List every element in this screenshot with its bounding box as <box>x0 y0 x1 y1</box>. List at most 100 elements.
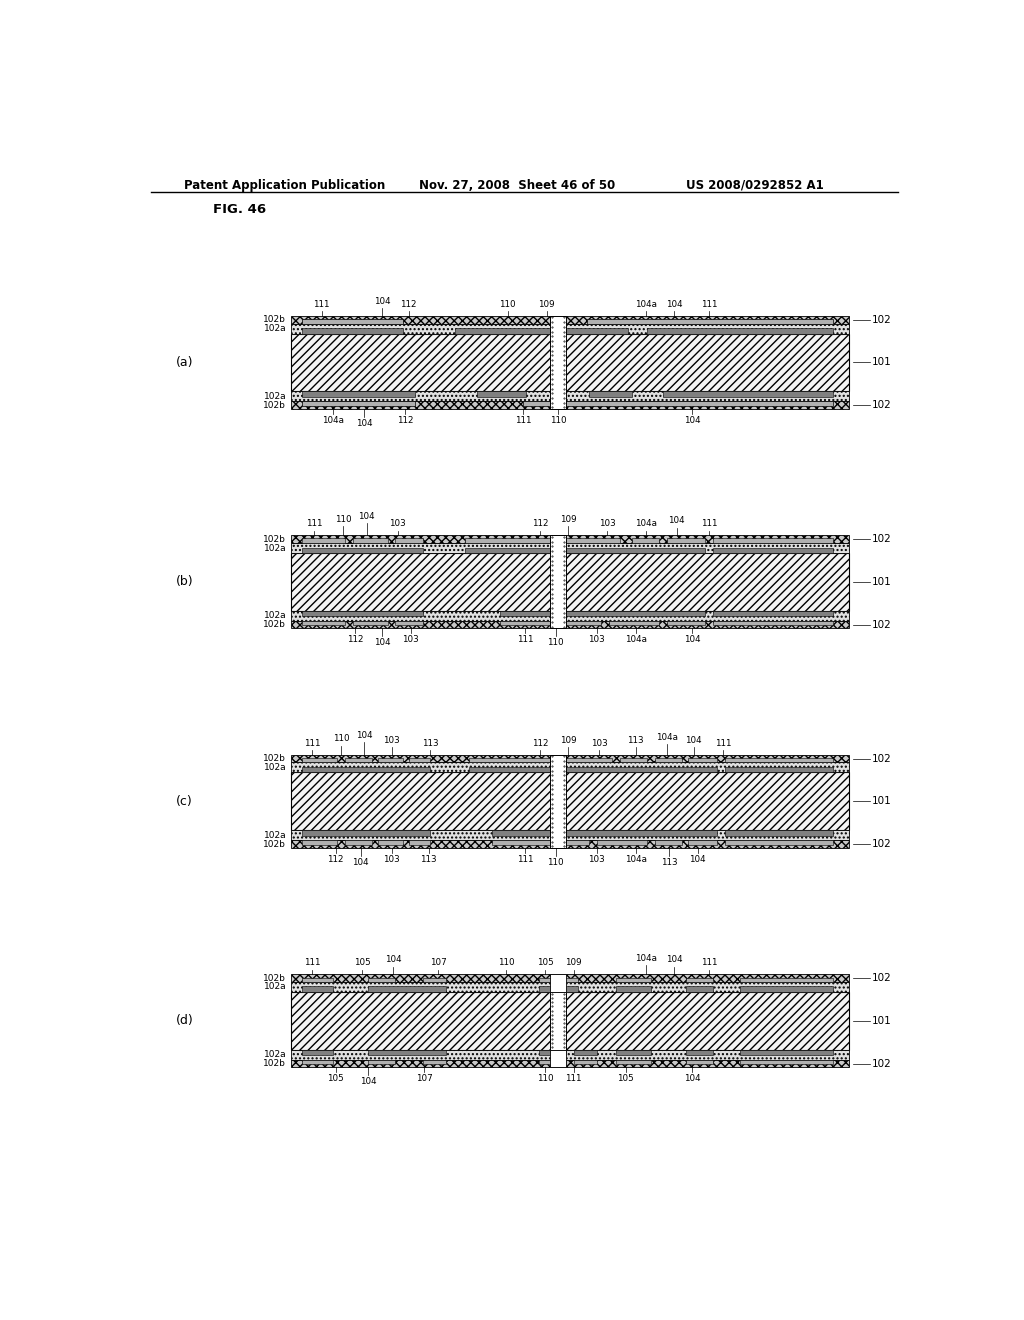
Text: 102: 102 <box>872 314 892 325</box>
Bar <box>725 830 834 836</box>
Bar <box>713 548 834 553</box>
Bar <box>523 401 834 407</box>
Bar <box>597 841 647 845</box>
Bar <box>291 315 849 323</box>
Bar <box>291 841 849 847</box>
Bar <box>395 620 423 626</box>
Text: 111: 111 <box>306 519 323 528</box>
Bar <box>302 539 345 543</box>
Bar <box>563 758 612 763</box>
Bar <box>740 1049 834 1055</box>
Text: 102: 102 <box>872 1059 892 1068</box>
Text: 113: 113 <box>660 858 677 867</box>
Bar <box>550 536 566 628</box>
Bar <box>409 758 430 763</box>
Bar <box>291 763 849 772</box>
Bar <box>667 539 706 543</box>
Text: 104a: 104a <box>323 416 344 425</box>
Bar <box>291 611 849 620</box>
Bar <box>550 1049 566 1068</box>
Bar <box>740 1060 834 1064</box>
Text: 102b: 102b <box>263 1059 286 1068</box>
Bar <box>550 315 566 409</box>
Bar <box>302 401 415 407</box>
Text: 102a: 102a <box>263 763 286 772</box>
Bar <box>539 986 578 991</box>
Bar <box>302 611 423 616</box>
Bar <box>378 758 403 763</box>
Bar <box>563 539 621 543</box>
Text: 109: 109 <box>560 735 577 744</box>
Text: 101: 101 <box>872 577 892 587</box>
Text: 102a: 102a <box>263 830 286 840</box>
Text: 111: 111 <box>304 958 321 968</box>
Bar <box>500 611 551 616</box>
Bar <box>550 991 566 1049</box>
Bar <box>713 539 834 543</box>
Text: 104a: 104a <box>635 300 656 309</box>
Text: 103: 103 <box>402 635 419 644</box>
Text: 103: 103 <box>383 735 400 744</box>
Text: 102a: 102a <box>263 1051 286 1059</box>
Text: 107: 107 <box>430 958 446 968</box>
Bar <box>713 611 834 616</box>
Text: Nov. 27, 2008  Sheet 46 of 50: Nov. 27, 2008 Sheet 46 of 50 <box>419 178 614 191</box>
Bar <box>291 830 849 841</box>
Text: (d): (d) <box>176 1014 194 1027</box>
Bar <box>465 548 551 553</box>
Bar <box>302 758 337 763</box>
Bar <box>687 841 717 845</box>
Text: 104: 104 <box>360 1077 377 1086</box>
Bar <box>740 978 834 982</box>
Bar <box>302 841 337 845</box>
Text: 112: 112 <box>347 635 364 644</box>
Text: 104: 104 <box>684 416 700 425</box>
Bar <box>302 548 423 553</box>
Text: 104: 104 <box>685 735 702 744</box>
Text: 105: 105 <box>353 958 371 968</box>
Text: 110: 110 <box>548 858 564 867</box>
Bar <box>563 767 717 772</box>
Bar <box>302 1060 334 1064</box>
Bar <box>493 830 551 836</box>
Bar <box>291 1049 849 1060</box>
Text: (b): (b) <box>176 576 194 589</box>
Text: 112: 112 <box>400 300 417 309</box>
Bar <box>369 1060 395 1064</box>
Bar <box>291 1060 849 1068</box>
Bar <box>345 841 372 845</box>
Text: 109: 109 <box>565 958 582 968</box>
Text: 111: 111 <box>715 739 731 748</box>
Text: 110: 110 <box>500 300 516 309</box>
Bar <box>589 391 632 397</box>
Text: (c): (c) <box>176 795 193 808</box>
Bar <box>663 391 834 397</box>
Text: 104a: 104a <box>655 733 678 742</box>
Bar <box>469 758 551 763</box>
Bar <box>302 986 334 991</box>
Text: 111: 111 <box>565 1074 582 1084</box>
Text: 104: 104 <box>356 418 373 428</box>
Bar <box>302 620 345 626</box>
Bar <box>563 830 717 836</box>
Text: 104a: 104a <box>625 855 646 863</box>
Bar <box>352 539 388 543</box>
Bar <box>302 767 430 772</box>
Bar <box>616 1049 651 1055</box>
Bar <box>686 978 713 982</box>
Text: 110: 110 <box>333 734 349 743</box>
Text: 102b: 102b <box>263 401 286 409</box>
Text: 112: 112 <box>328 855 344 863</box>
Text: 111: 111 <box>701 958 718 968</box>
Text: 107: 107 <box>416 1074 432 1084</box>
Text: 104: 104 <box>684 1074 700 1084</box>
Text: 104: 104 <box>669 516 685 525</box>
Text: 110: 110 <box>550 416 566 425</box>
Text: 102a: 102a <box>263 325 286 333</box>
Bar <box>725 758 834 763</box>
Bar <box>369 986 445 991</box>
Bar <box>291 553 849 611</box>
Bar <box>550 755 566 847</box>
Text: 102b: 102b <box>263 754 286 763</box>
Text: 110: 110 <box>335 515 352 524</box>
